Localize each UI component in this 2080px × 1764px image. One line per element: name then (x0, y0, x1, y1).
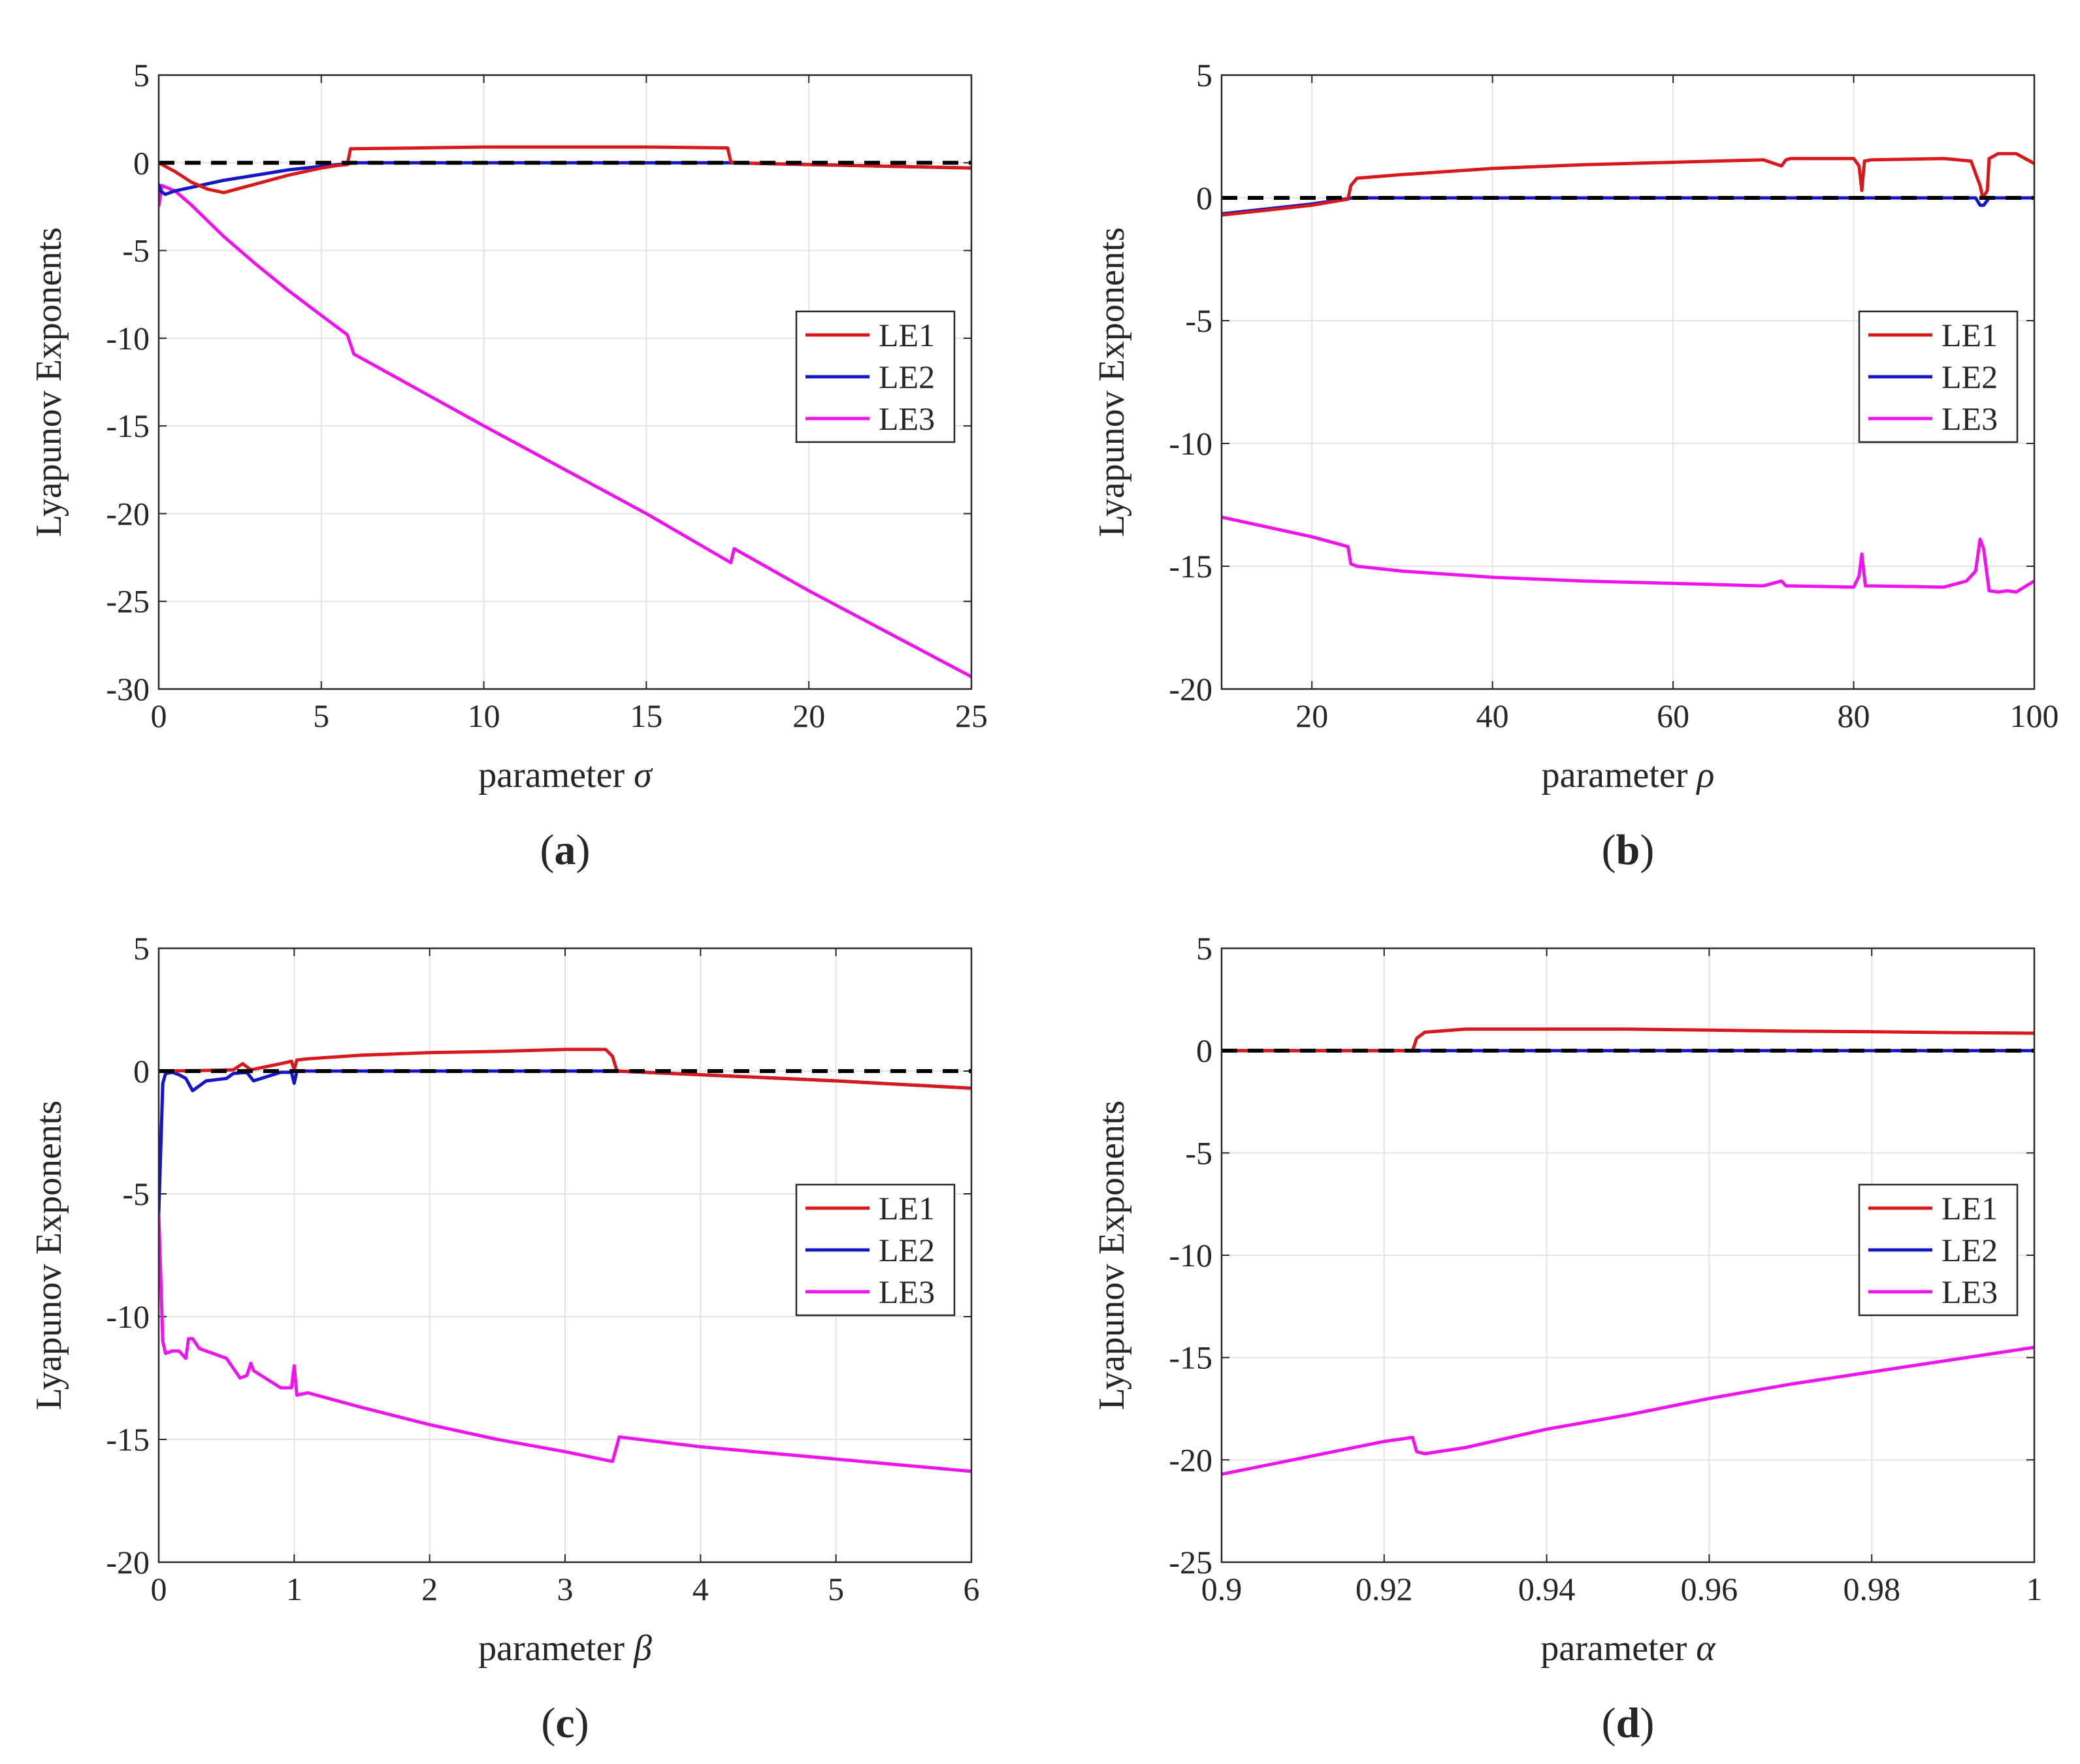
plot-frame (157, 74, 973, 690)
series-le1-line (1222, 152, 2034, 217)
x-tick-label: 6 (964, 1571, 980, 1607)
y-tick-label: 0 (1196, 1033, 1212, 1069)
y-tick-label: 0 (133, 1053, 150, 1089)
legend: LE1 LE2 LE3 (795, 310, 956, 443)
panel-label: (b) (1602, 826, 1655, 874)
x-tick-label: 60 (1657, 698, 1689, 734)
legend-label-le1: LE1 (879, 1190, 935, 1227)
x-tick-label: 80 (1838, 698, 1870, 734)
y-tick-label: -20 (106, 1544, 150, 1580)
x-tick-label: 10 (468, 698, 500, 734)
y-axis-label: Lyapunov Exponents (1092, 227, 1132, 537)
legend: LE1 LE2 LE3 (795, 1183, 956, 1317)
x-tick-label: 1 (2026, 1571, 2043, 1607)
y-axis-label: Lyapunov Exponents (29, 227, 69, 537)
legend-label-le2: LE2 (1942, 359, 1998, 395)
legend-label-le1: LE1 (879, 317, 935, 353)
y-tick-label: 5 (133, 57, 150, 93)
x-tick-label: 2 (421, 1571, 438, 1607)
plot-frame (157, 947, 973, 1564)
series-le3-line (159, 184, 971, 679)
legend: LE1 LE2 LE3 (1858, 310, 2019, 443)
y-tick-label: -30 (106, 671, 150, 707)
y-tick-label: -5 (122, 233, 150, 269)
legend-label-le2: LE2 (1942, 1232, 1998, 1268)
x-tick-label: 0.96 (1681, 1571, 1738, 1607)
y-axis-label: Lyapunov Exponents (1092, 1100, 1132, 1410)
x-tick-label: 15 (630, 698, 662, 734)
y-tick-label: -20 (1169, 671, 1212, 707)
y-tick-label: 0 (1196, 180, 1212, 216)
y-tick-label: 5 (1196, 930, 1212, 967)
x-axis-label: parameter α (1540, 1628, 1716, 1669)
y-tick-label: -25 (106, 583, 150, 620)
x-tick-label: 5 (313, 698, 329, 734)
y-tick-label: -10 (1169, 425, 1212, 462)
x-tick-label: 20 (792, 698, 825, 734)
y-tick-label: -5 (122, 1176, 150, 1212)
series-le1-line (159, 145, 971, 195)
y-tick-label: -15 (106, 408, 150, 444)
y-tick-label: -15 (1169, 1339, 1212, 1376)
x-tick-label: 4 (692, 1571, 709, 1607)
y-tick-label: 0 (133, 144, 150, 181)
x-tick-label: 0.94 (1518, 1571, 1576, 1607)
panel-label: (c) (541, 1699, 589, 1747)
legend-label-le2: LE2 (879, 1232, 935, 1268)
x-tick-label: 1 (286, 1571, 302, 1607)
y-tick-label: -25 (1169, 1544, 1212, 1580)
y-tick-label: -20 (1169, 1441, 1212, 1478)
x-tick-label: 0 (151, 698, 167, 734)
legend-label-le1: LE1 (1942, 317, 1998, 353)
x-tick-label: 3 (557, 1571, 574, 1607)
x-tick-label: 100 (2010, 698, 2059, 734)
x-axis-label: parameter ρ (1542, 755, 1715, 795)
x-axis-label: parameter σ (478, 755, 653, 795)
y-tick-label: -20 (106, 495, 150, 532)
panel-d: 0.9 0.92 0.94 0.96 0.98 1-25-20-15-10-505LE1L… (1092, 930, 2043, 1747)
legend-label-le3: LE3 (879, 400, 935, 437)
panel-label: (d) (1602, 1699, 1655, 1747)
y-tick-label: -10 (106, 320, 150, 357)
panel-b: 20 40 60 80 100 -20 -15 -10 -5 0 5 LE1 LE2 LE3 paramet… (1092, 57, 2059, 874)
x-tick-label: 0.92 (1356, 1571, 1413, 1607)
x-tick-label: 5 (828, 1571, 844, 1607)
x-tick-label: 40 (1476, 698, 1509, 734)
y-tick-label: 5 (1196, 57, 1212, 93)
x-tick-label: 0 (151, 1571, 167, 1607)
y-tick-label: 5 (133, 930, 150, 967)
y-tick-label: -15 (1169, 548, 1212, 585)
legend: LE1 LE2 LE3 (1858, 1183, 2019, 1317)
series-le3-line (159, 1213, 971, 1473)
x-axis-label: parameter β (478, 1628, 652, 1669)
y-tick-label: -15 (106, 1421, 150, 1458)
x-tick-label: 0.9 (1201, 1571, 1243, 1607)
y-tick-label: -10 (1169, 1237, 1212, 1274)
x-tick-label: 20 (1295, 698, 1328, 734)
plot-frame (1220, 74, 2036, 690)
x-tick-label: 25 (955, 698, 988, 734)
legend-label-le1: LE1 (1942, 1190, 1998, 1227)
y-tick-label: -5 (1185, 302, 1212, 339)
panel-c: 0 1 2 3 4 5 6 -20 -15 -10 -5 0 5 LE1 LE2 LE3 parameter β… (29, 930, 980, 1747)
legend-label-le3: LE3 (1942, 1274, 1998, 1310)
panel-label: (a) (540, 826, 591, 874)
x-tick-label: 0.98 (1843, 1571, 1900, 1607)
y-tick-label: -5 (1185, 1134, 1212, 1171)
series-le3-line (1222, 1345, 2034, 1476)
series-le3-line (1222, 515, 2034, 594)
panel-a: 0 5 10 15 20 25 -30 -25 -20 -15 -10 -5 0 5 LE1 LE2 LE3 pa… (29, 57, 988, 874)
y-axis-label: Lyapunov Exponents (29, 1100, 69, 1410)
legend-label-le2: LE2 (879, 359, 935, 395)
plot-frame (1220, 947, 2036, 1564)
series-le2-line (159, 1069, 971, 1214)
legend-label-le3: LE3 (879, 1274, 935, 1310)
legend-label-le3: LE3 (1942, 400, 1998, 437)
series-le2-line (159, 161, 971, 197)
y-tick-label: -10 (106, 1298, 150, 1335)
